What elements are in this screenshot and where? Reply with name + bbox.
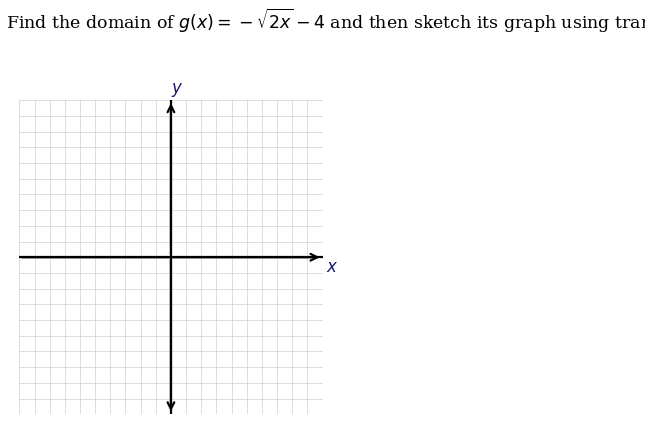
Text: $y$: $y$	[171, 81, 183, 99]
Text: Find the domain of $g(x) = -\sqrt{2x}-4$ and then sketch its graph using transfo: Find the domain of $g(x) = -\sqrt{2x}-4$…	[6, 7, 645, 34]
Text: $x$: $x$	[326, 258, 338, 276]
